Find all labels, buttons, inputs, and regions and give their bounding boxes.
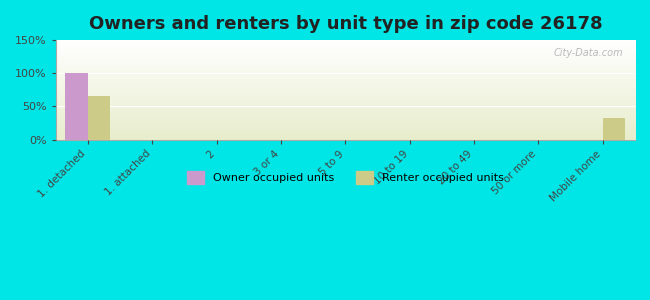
Bar <box>603 118 625 140</box>
Bar <box>65 73 88 140</box>
Title: Owners and renters by unit type in zip code 26178: Owners and renters by unit type in zip c… <box>88 15 602 33</box>
Text: City-Data.com: City-Data.com <box>554 48 623 58</box>
Legend: Owner occupied units, Renter occupied units: Owner occupied units, Renter occupied un… <box>183 166 508 189</box>
Bar <box>88 96 110 140</box>
